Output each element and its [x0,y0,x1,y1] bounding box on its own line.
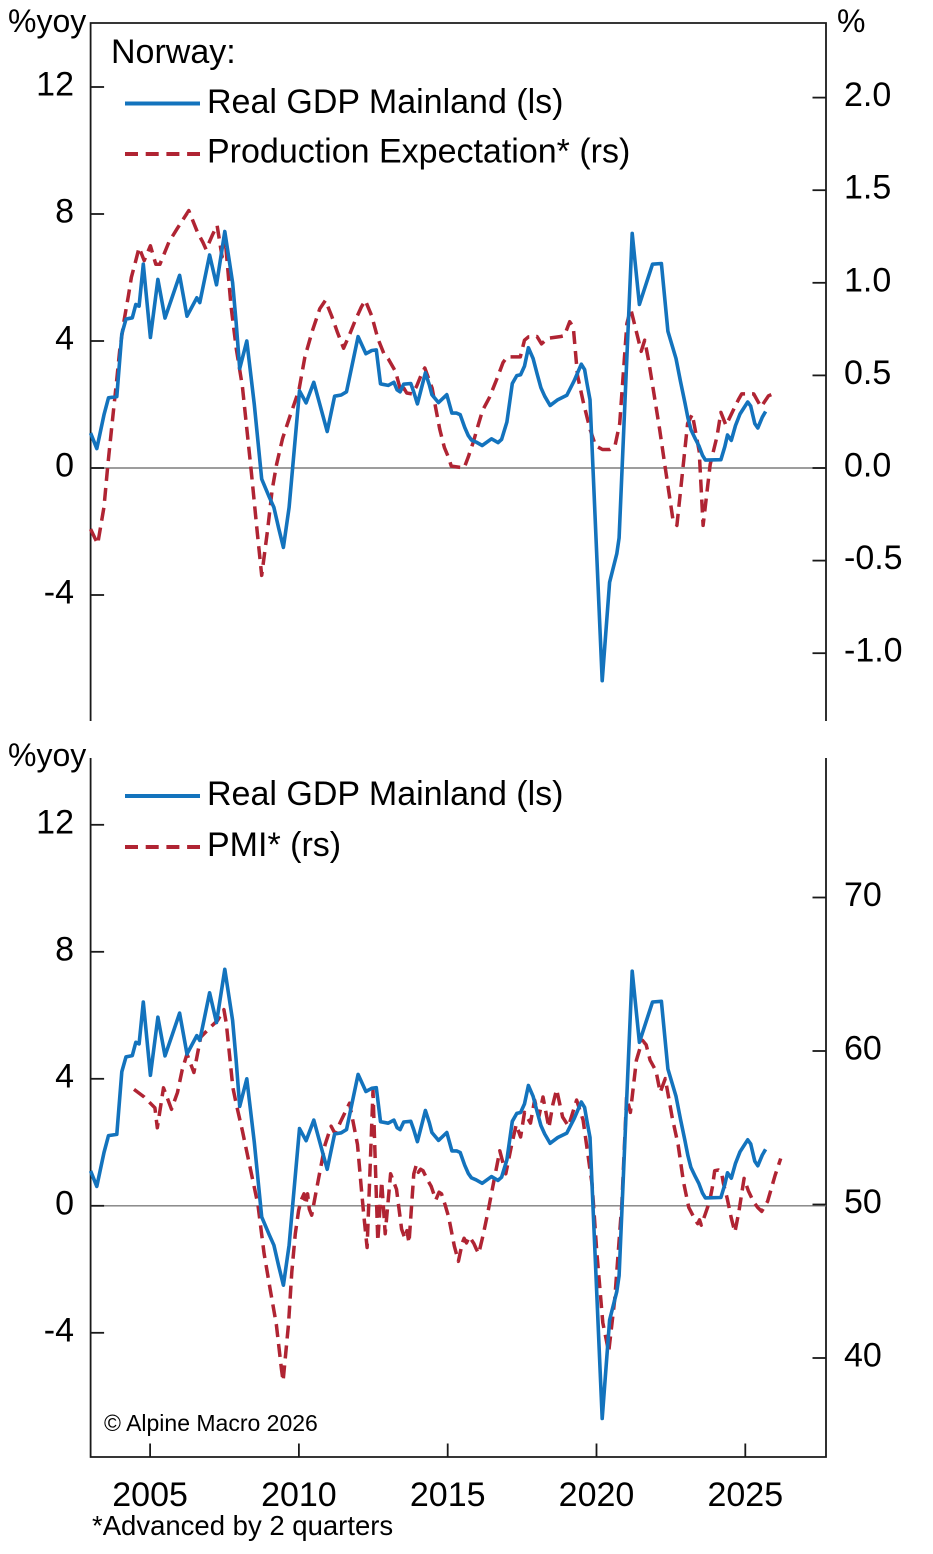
svg-text:2005: 2005 [112,1476,188,1514]
svg-text:-0.5: -0.5 [844,539,903,577]
svg-text:%yoy: %yoy [8,3,86,39]
svg-text:*Advanced by 2 quarters: *Advanced by 2 quarters [92,1510,393,1541]
svg-text:50: 50 [844,1183,882,1221]
svg-text:-4: -4 [44,1311,74,1349]
svg-text:40: 40 [844,1337,882,1375]
svg-text:%: % [837,3,865,39]
svg-text:60: 60 [844,1030,882,1068]
svg-text:4: 4 [55,320,74,358]
svg-text:0: 0 [55,447,74,485]
svg-text:© Alpine Macro 2026: © Alpine Macro 2026 [104,1410,318,1436]
svg-text:%yoy: %yoy [8,737,86,773]
svg-text:-1.0: -1.0 [844,632,903,670]
svg-text:2.0: 2.0 [844,76,891,114]
svg-text:8: 8 [55,193,74,231]
svg-text:12: 12 [36,803,74,841]
svg-text:1.0: 1.0 [844,261,891,299]
svg-text:Production Expectation* (rs): Production Expectation* (rs) [207,133,630,171]
svg-text:8: 8 [55,930,74,968]
svg-text:Real GDP Mainland (ls): Real GDP Mainland (ls) [207,775,564,813]
svg-text:2025: 2025 [707,1476,783,1514]
svg-text:12: 12 [36,66,74,104]
svg-text:2020: 2020 [559,1476,635,1514]
svg-text:PMI* (rs): PMI* (rs) [207,826,341,864]
svg-text:0.0: 0.0 [844,447,891,485]
svg-text:1.5: 1.5 [844,169,891,207]
svg-text:Real GDP Mainland (ls): Real GDP Mainland (ls) [207,83,564,121]
svg-text:Norway:: Norway: [111,33,236,71]
svg-text:2010: 2010 [261,1476,337,1514]
svg-text:4: 4 [55,1057,74,1095]
svg-text:2015: 2015 [410,1476,486,1514]
svg-text:0.5: 0.5 [844,354,891,392]
svg-text:0: 0 [55,1184,74,1222]
svg-text:70: 70 [844,876,882,914]
svg-text:-4: -4 [44,574,74,612]
